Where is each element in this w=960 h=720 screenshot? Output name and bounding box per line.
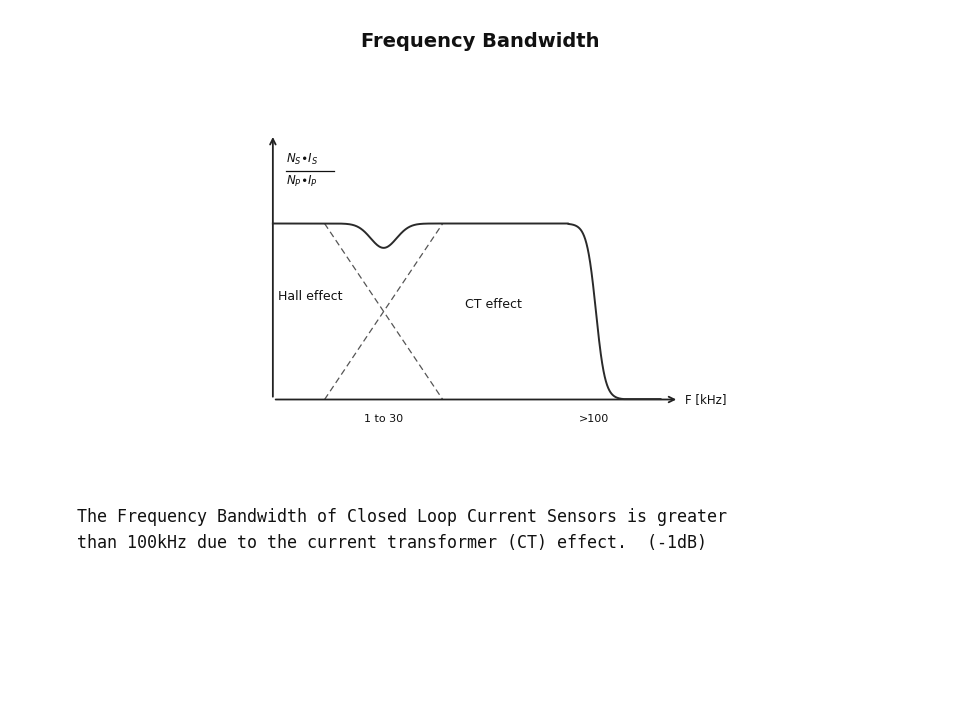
Text: $N_S{\bullet}I_S$: $N_S{\bullet}I_S$ — [286, 153, 318, 168]
Text: >100: >100 — [579, 415, 610, 424]
Text: The Frequency Bandwidth of Closed Loop Current Sensors is greater
than 100kHz du: The Frequency Bandwidth of Closed Loop C… — [77, 508, 727, 552]
Text: 1 to 30: 1 to 30 — [364, 415, 403, 424]
Text: F [kHz]: F [kHz] — [684, 393, 726, 406]
Text: Hall effect: Hall effect — [278, 290, 343, 303]
Text: CT effect: CT effect — [465, 298, 521, 311]
Text: Frequency Bandwidth: Frequency Bandwidth — [361, 32, 599, 51]
Text: $N_P{\bullet}I_P$: $N_P{\bullet}I_P$ — [286, 174, 318, 189]
